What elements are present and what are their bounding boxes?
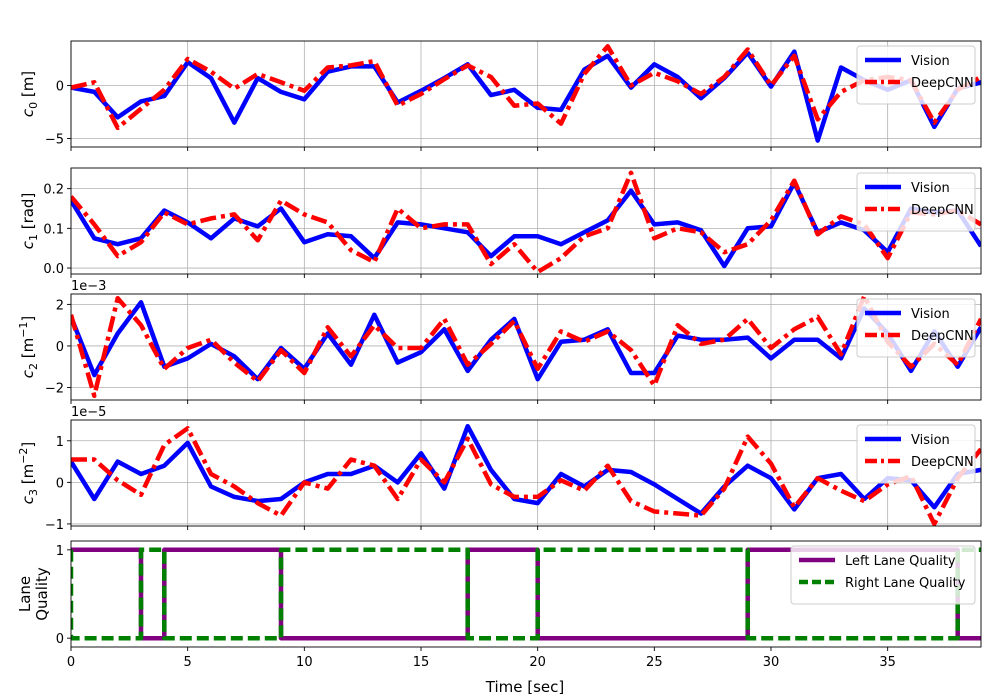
x-tick-label: 5 [184, 655, 192, 670]
series-line-Right Lane Quality [71, 547, 981, 641]
y-tick-label: 2 [56, 298, 64, 313]
axes-frame [70, 40, 982, 148]
legend-label: Right Lane Quality [845, 576, 966, 591]
legend-label: Left Lane Quality [845, 554, 956, 569]
series-line-DeepCNN [71, 426, 981, 526]
y-axis-label: c3 [m−2] [17, 442, 40, 505]
x-tick-label: 0 [67, 655, 75, 670]
y-axis-label: c0 [m] [19, 71, 40, 117]
legend-box [790, 545, 976, 605]
y-tick-label: 0.1 [43, 222, 64, 237]
legend: Vision DeepCNN [856, 45, 976, 105]
legend-label: Vision [911, 54, 950, 69]
subplot-1: 0.0 0.1 0.2c1 [rad] Vision DeepCNN [19, 167, 982, 278]
series-group [71, 294, 981, 399]
axes-frame [70, 419, 982, 527]
axes-frame [70, 540, 982, 648]
series-line-Vision [71, 180, 981, 269]
y-tick-label: 0 [56, 476, 64, 491]
x-axis-label: Time [sec] [485, 678, 564, 695]
legend-label: DeepCNN [911, 76, 974, 91]
y-axis-label: c2 [m−1] [17, 316, 40, 379]
x-tick-label: 35 [879, 655, 896, 670]
x-tick-label: 10 [296, 655, 313, 670]
y-tick-label: 0 [56, 340, 64, 355]
series-line-DeepCNN [71, 44, 981, 131]
series-line-Vision [71, 423, 981, 516]
x-tick-label: 15 [413, 655, 430, 670]
legend: Vision DeepCNN [856, 424, 976, 484]
y-tick-label: −2 [45, 382, 64, 397]
subplot-0: −5 0 c0 [m] Vision DeepCNN [19, 40, 982, 151]
y-tick-label: 0.2 [43, 183, 64, 198]
series-group [71, 170, 981, 274]
legend-label: DeepCNN [911, 455, 974, 470]
y-tick-label: 0 [56, 80, 64, 95]
x-tick-label: 20 [529, 655, 546, 670]
legend-label: Vision [911, 181, 950, 196]
series-group [71, 44, 981, 143]
subplot-3: −1 0 1 1e−5 c3 [m−2] Vision DeepCNN [17, 405, 982, 533]
series-line-DeepCNN [71, 170, 981, 274]
x-tick-label: 25 [646, 655, 663, 670]
y-tick-label: 1 [56, 435, 64, 450]
y-tick-label: 0 [56, 632, 64, 647]
legend-label: DeepCNN [911, 329, 974, 344]
subplot-2: −2 0 2 1e−3 c2 [m−1] Vision DeepCNN [17, 279, 982, 404]
x-tick-label: 30 [763, 655, 780, 670]
axes-frame [70, 167, 982, 275]
legend-label: Vision [911, 307, 950, 322]
axes-frame [70, 293, 982, 401]
legend-label: Vision [911, 433, 950, 448]
y-axis-label: c1 [rad] [19, 193, 40, 250]
offset-text: 1e−5 [71, 405, 106, 420]
y-tick-label: −1 [45, 518, 64, 533]
legend: Vision DeepCNN [856, 172, 976, 232]
legend-label: DeepCNN [911, 203, 974, 218]
y-tick-label: −5 [45, 133, 64, 148]
legend: Vision DeepCNN [856, 298, 976, 358]
offset-text: 1e−3 [71, 279, 106, 294]
y-tick-label: 0.0 [43, 262, 64, 277]
series-line-DeepCNN [71, 294, 981, 399]
y-tick-label: 1 [56, 544, 64, 559]
series-group [71, 423, 981, 526]
y-axis-label: LaneQuality [16, 567, 51, 621]
legend: Left Lane Quality Right Lane Quality [790, 545, 976, 605]
series-line-Vision [71, 49, 981, 143]
